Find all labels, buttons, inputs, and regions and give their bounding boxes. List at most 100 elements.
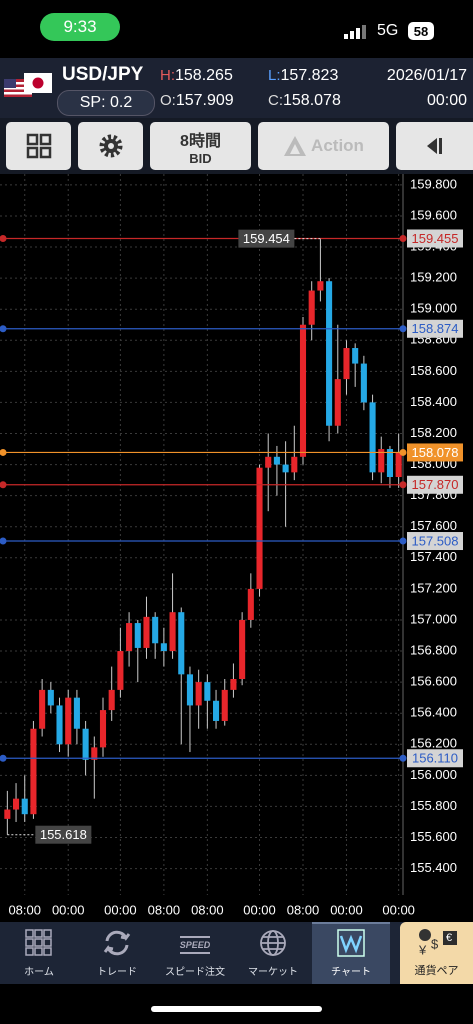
action: Action	[311, 136, 364, 155]
header: USD/JPY SP: 0.2 H:158.265 L:157.823 O:15…	[0, 58, 473, 118]
level-dot	[399, 448, 407, 456]
stat-value: 157.823	[280, 67, 339, 84]
x-tick-label: 08:00	[148, 902, 181, 917]
y-tick-label: 155.800	[410, 798, 457, 813]
nav-label: 通貨ペア	[414, 965, 459, 977]
stat-key: O:	[160, 92, 176, 109]
time: 00:00	[426, 92, 467, 109]
flags	[4, 73, 52, 97]
candle-body	[152, 616, 159, 644]
y-tick-label: 156.600	[410, 674, 457, 689]
x-tick-label: 00:00	[330, 902, 363, 917]
nav-label: スピード注文	[165, 967, 225, 978]
annotation-box	[35, 825, 92, 844]
nav-chart[interactable]: チャート	[312, 922, 390, 984]
bottom-nav	[0, 922, 473, 984]
candle-body	[169, 612, 176, 652]
date: 2026/01/17	[386, 67, 467, 84]
candle-body	[308, 290, 315, 325]
candle-body	[239, 619, 246, 680]
stat-key: C:	[268, 92, 283, 109]
candle-body	[108, 689, 115, 711]
nav-home[interactable]: ホーム	[0, 922, 78, 984]
level-dot	[399, 234, 407, 242]
nav-pairs[interactable]: ¥ $ € 通貨ペア	[400, 922, 473, 984]
settings-button[interactable]	[78, 122, 143, 170]
candle-body	[386, 449, 393, 478]
candle-body	[213, 700, 220, 721]
level-label: 156.110	[412, 751, 458, 766]
candle-body	[178, 612, 185, 675]
candle-body	[73, 697, 80, 729]
level-dot	[0, 234, 7, 242]
stat-value: 157.909	[175, 92, 234, 109]
candle-body	[143, 616, 150, 648]
timeframe: 8時間	[180, 132, 221, 150]
candle-body	[91, 747, 98, 760]
level-dot	[0, 537, 7, 545]
level-label: 158.078	[412, 445, 459, 460]
level-dot	[399, 754, 407, 762]
y-tick-label: 157.400	[410, 549, 457, 564]
layout-button[interactable]	[6, 122, 71, 170]
level-label-box	[407, 319, 463, 338]
level-dot	[0, 754, 7, 762]
candle-body	[126, 623, 133, 652]
stat-key: H:	[160, 67, 175, 84]
action-button[interactable]: Action	[258, 122, 389, 170]
annotation: 155.618	[40, 827, 87, 842]
level-dot	[0, 481, 7, 489]
level-label-box	[407, 475, 463, 494]
y-tick-label: 156.800	[410, 642, 457, 657]
candle-body	[204, 682, 211, 701]
y-tick-label: 155.600	[410, 829, 457, 844]
candle-body	[4, 809, 11, 819]
level-label-box	[407, 532, 463, 551]
candle-body	[117, 651, 124, 690]
candle-body	[360, 363, 367, 403]
candle-body	[160, 643, 167, 652]
candle-body	[65, 697, 72, 745]
level-label-box	[407, 229, 463, 248]
candle-body	[326, 281, 333, 426]
y-tick-label: 157.200	[410, 580, 457, 595]
stat-value: 158.265	[175, 67, 233, 84]
speed-icon: SPEED	[179, 936, 211, 954]
level-label-box	[407, 749, 463, 768]
level-label: 158.874	[412, 321, 459, 336]
level-dot	[399, 325, 407, 333]
candle-body	[334, 379, 341, 426]
collapse-button[interactable]	[396, 122, 473, 170]
candle-body	[282, 464, 289, 473]
pair[interactable]: USD/JPY	[62, 64, 144, 85]
svg-text:€: €	[446, 932, 452, 944]
spread: SP: 0.2	[57, 90, 155, 116]
x-tick-label: 00:00	[104, 902, 137, 917]
signal-icon	[344, 25, 366, 39]
nav-market[interactable]: マーケット	[234, 922, 312, 984]
nav-speed[interactable]: SPEED スピード注文	[156, 922, 234, 984]
level-dot	[0, 448, 7, 456]
candle-body	[230, 679, 237, 690]
clock: 9:33	[40, 13, 120, 41]
y-tick-label: 156.400	[410, 705, 457, 720]
y-tick-label: 159.000	[410, 301, 457, 316]
candle-body	[30, 728, 37, 815]
y-tick-label: 158.400	[410, 394, 457, 409]
nav-trade[interactable]: トレード	[78, 922, 156, 984]
timeframe-button[interactable]: 8時間 BID	[150, 122, 251, 170]
candle-body	[265, 456, 272, 468]
candle-body	[47, 689, 54, 706]
y-tick-label: 159.800	[410, 176, 457, 191]
candle-body	[21, 798, 28, 815]
level-label-box	[407, 443, 463, 462]
candle-body	[56, 705, 63, 745]
y-tick-label: 156.000	[410, 767, 457, 782]
candle-body	[186, 674, 193, 706]
home-indicator	[151, 1006, 322, 1012]
candle-body	[221, 689, 228, 721]
level-label: 157.508	[412, 533, 459, 548]
status-bar: 9:33 5G 58	[0, 0, 473, 58]
nav-label: トレード	[97, 967, 137, 978]
